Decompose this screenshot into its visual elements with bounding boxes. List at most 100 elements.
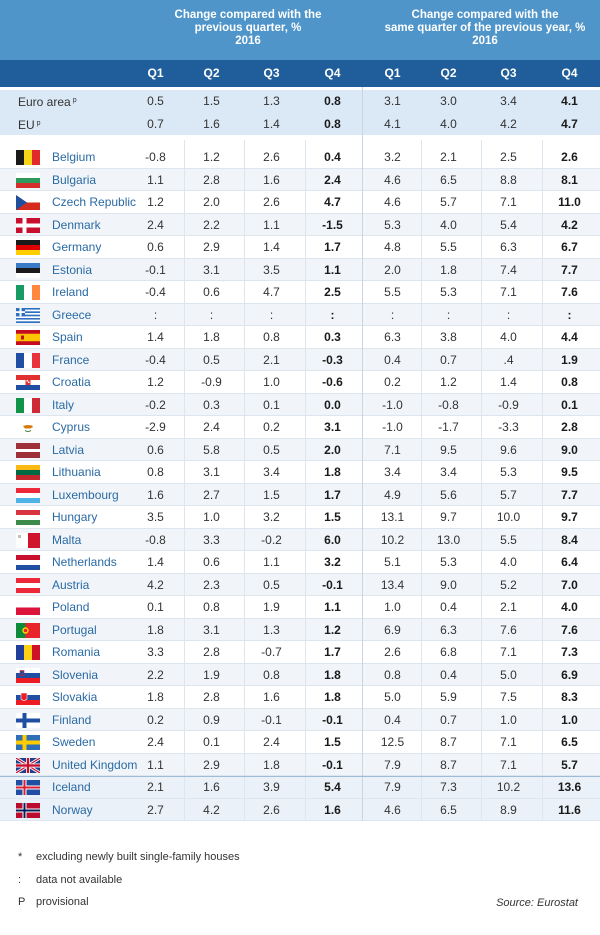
value-cell: 5.7 <box>500 487 517 502</box>
value-cell: 1.2 <box>324 622 341 637</box>
value-cell: 1.1 <box>147 172 164 187</box>
value-cell: -0.1 <box>261 712 282 727</box>
row-divider <box>0 437 600 439</box>
value-cell: 1.1 <box>324 600 341 614</box>
value-cell: 5.7 <box>440 195 457 209</box>
country-name: Euro area p <box>18 90 77 114</box>
hu-flag-icon <box>16 510 40 525</box>
value-cell: 4.1 <box>561 94 578 108</box>
row-divider <box>0 595 600 596</box>
table-row: Austria 4.2 2.3 0.5 -0.1 13.4 9.0 5.2 7.0 <box>0 573 600 596</box>
country-name: Belgium <box>52 146 95 169</box>
country-label: Croatia <box>52 375 91 389</box>
value-cell: -2.9 <box>145 420 166 434</box>
value-cell: 3.1 <box>324 420 341 434</box>
value-cell: 0.2 <box>147 712 164 727</box>
value-cell: 3.1 <box>203 465 220 479</box>
value-cell: 5.1 <box>384 555 401 569</box>
value-cell: 0.5 <box>203 352 220 367</box>
country-label: Lithuania <box>52 465 101 479</box>
value-cell: 0.7 <box>440 352 457 367</box>
value-cell: -1.5 <box>322 217 343 232</box>
value-cell: .4 <box>503 352 514 367</box>
value-cell: 11.0 <box>558 195 581 209</box>
group-divider <box>362 87 363 821</box>
value-cell: -0.3 <box>322 352 343 367</box>
ro-flag-icon <box>16 645 40 660</box>
value-cell: 1.2 <box>147 375 164 389</box>
country-name: Lithuania <box>52 461 101 484</box>
country-label: Slovenia <box>52 667 99 682</box>
value-cell: 3.8 <box>440 330 457 344</box>
value-cell: 1.0 <box>384 600 401 614</box>
value-cell: 6.3 <box>500 240 517 254</box>
value-cell: 11.6 <box>558 802 581 817</box>
value-cell: 5.6 <box>440 487 457 502</box>
table-row: Hungary 3.5 1.0 3.2 1.5 13.1 9.7 10.0 9.7 <box>0 506 600 529</box>
table-row: Malta -0.8 3.3 -0.2 6.0 10.2 13.0 5.5 8.4 <box>0 528 600 551</box>
value-cell: 1.8 <box>203 330 220 344</box>
value-cell: 7.1 <box>500 645 517 659</box>
country-label: Greece <box>52 307 92 322</box>
table-row: Cyprus -2.9 2.4 0.2 3.1 -1.0 -1.7 -3.3 2.8 <box>0 416 600 439</box>
cz-flag-icon <box>16 195 40 210</box>
country-label: Austria <box>52 577 90 592</box>
value-cell: 6.0 <box>324 532 341 547</box>
country-label: Denmark <box>52 217 101 232</box>
value-cell: 3.4 <box>384 465 401 479</box>
be-flag-icon <box>16 150 40 165</box>
value-cell: 6.9 <box>561 667 578 682</box>
value-cell: 0.1 <box>203 735 220 749</box>
country-label: Germany <box>52 240 102 254</box>
value-cell: 7.6 <box>561 285 578 299</box>
table-row: Slovenia 2.2 1.9 0.8 1.8 0.8 0.4 5.0 6.9 <box>0 663 600 687</box>
value-cell: 2.8 <box>203 690 220 704</box>
row-divider <box>0 482 600 484</box>
value-cell: 1.8 <box>147 690 164 704</box>
value-cell: : <box>567 307 572 322</box>
value-cell: 4.6 <box>384 195 401 209</box>
country-name: Finland <box>52 709 91 732</box>
value-cell: 7.6 <box>561 622 578 637</box>
row-divider <box>0 325 600 326</box>
row-divider <box>0 662 600 664</box>
country-name: Italy <box>52 394 74 417</box>
value-cell: 0.4 <box>384 352 401 367</box>
row-divider <box>0 347 600 349</box>
value-cell: 0.4 <box>440 600 457 614</box>
column-divider <box>305 140 306 821</box>
value-cell: 2.6 <box>561 150 578 164</box>
table-row: United Kingdom 1.1 2.9 1.8 -0.1 7.9 8.7 7.1 5.7 <box>0 753 600 776</box>
table-row: Estonia -0.1 3.1 3.5 1.1 2.0 1.8 7.4 7.7 <box>0 258 600 281</box>
country-label: Norway <box>52 802 93 817</box>
value-cell: 3.5 <box>263 262 280 277</box>
value-cell: 7.7 <box>561 262 578 277</box>
value-cell: 4.6 <box>384 802 401 817</box>
value-cell: 5.3 <box>440 285 457 299</box>
row-divider <box>0 685 600 686</box>
value-cell: 5.0 <box>384 690 401 704</box>
value-cell: 9.7 <box>561 510 578 524</box>
aggregate-row: EU p 0.7 1.6 1.4 0.8 4.1 4.0 4.2 4.7 <box>0 112 600 135</box>
value-cell: 1.8 <box>147 622 164 637</box>
value-cell: 0.6 <box>203 555 220 569</box>
value-cell: 6.3 <box>384 330 401 344</box>
table-header: Change compared with the previous quarte… <box>0 0 600 60</box>
country-name: Slovenia <box>52 664 98 687</box>
table-row: Romania 3.3 2.8 -0.7 1.7 2.6 6.8 7.1 7.3 <box>0 641 600 664</box>
se-flag-icon <box>16 735 40 750</box>
footnote-symbol: * <box>18 851 23 863</box>
country-name: Cyprus <box>52 416 90 439</box>
value-cell: 3.5 <box>147 510 164 524</box>
quarter-header: Q2 <box>440 66 457 80</box>
value-cell: 7.1 <box>500 735 517 749</box>
value-cell: 6.7 <box>561 240 578 254</box>
row-divider <box>0 730 600 731</box>
value-cell: 7.0 <box>561 577 578 592</box>
row-divider <box>0 235 600 236</box>
table-row: Ireland -0.4 0.6 4.7 2.5 5.5 5.3 7.1 7.6 <box>0 281 600 304</box>
value-cell: -0.9 <box>201 375 222 389</box>
at-flag-icon <box>16 577 40 593</box>
table-row: Germany 0.6 2.9 1.4 1.7 4.8 5.5 6.3 6.7 <box>0 236 600 259</box>
value-cell: 2.6 <box>263 802 280 817</box>
